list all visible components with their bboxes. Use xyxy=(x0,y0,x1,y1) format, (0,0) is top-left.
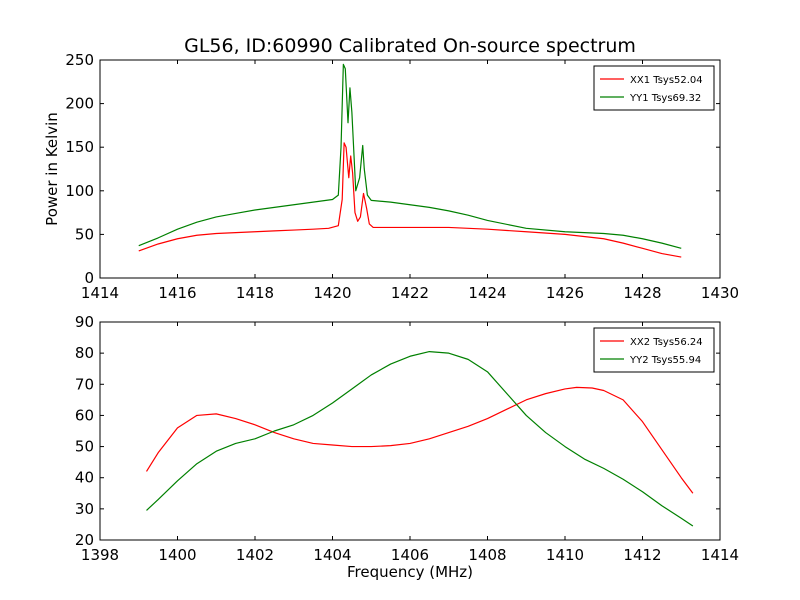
y-axis-label: Power in Kelvin xyxy=(43,112,61,226)
x-tick-label: 1426 xyxy=(546,284,584,302)
y-tick-label: 20 xyxy=(75,531,94,549)
y-tick-label: 250 xyxy=(65,51,94,69)
x-tick-label: 1418 xyxy=(236,284,274,302)
x-tick-label: 1408 xyxy=(468,546,506,564)
legend: XX1 Tsys52.04 YY1 Tsys69.32 xyxy=(593,65,715,111)
series-line-2 xyxy=(138,63,682,249)
x-tick-label: 1412 xyxy=(623,546,661,564)
x-tick-label: 1404 xyxy=(313,546,351,564)
x-tick-label: 1416 xyxy=(158,284,196,302)
y-tick-label: 100 xyxy=(65,182,94,200)
legend-entry: YY2 Tsys55.94 xyxy=(629,355,701,366)
legend-entry: XX2 Tsys56.24 xyxy=(630,337,703,348)
y-tick-label: 150 xyxy=(65,138,94,156)
y-tick-label: 60 xyxy=(75,406,94,424)
x-tick-label: 1406 xyxy=(391,546,429,564)
series-line-1 xyxy=(145,386,694,494)
x-tick-label: 1414 xyxy=(701,546,739,564)
legend: XX2 Tsys56.24 YY2 Tsys55.94 xyxy=(593,327,715,373)
x-tick-label: 1400 xyxy=(158,546,196,564)
top-plot: 1414 1416 1418 1420 1422 1424 1426 1428 1430 0 50 1… xyxy=(43,51,739,302)
legend-entry: XX1 Tsys52.04 xyxy=(630,75,703,86)
y-tick-label: 90 xyxy=(75,313,94,331)
x-tick-label: 1414 xyxy=(81,284,119,302)
x-tick-label: 1420 xyxy=(313,284,351,302)
series-line-1 xyxy=(138,142,682,258)
y-tick-label: 50 xyxy=(75,225,94,243)
x-tick-label: 1422 xyxy=(391,284,429,302)
figure-title: GL56, ID:60990 Calibrated On-source spec… xyxy=(184,35,636,57)
x-axis-label: Frequency (MHz) xyxy=(347,563,473,581)
series-line-2 xyxy=(146,350,694,527)
legend-box xyxy=(593,327,715,373)
x-tick-label: 1428 xyxy=(623,284,661,302)
bottom-plot: 1398 1400 1402 1404 1406 1408 1410 1412 1414 20 30… xyxy=(75,313,739,581)
y-tick-label: 80 xyxy=(75,344,94,362)
y-tick-label: 40 xyxy=(75,469,94,487)
y-tick-label: 0 xyxy=(84,269,94,287)
legend-box xyxy=(593,65,715,111)
x-tick-label: 1410 xyxy=(546,546,584,564)
x-tick-label: 1430 xyxy=(701,284,739,302)
y-tick-label: 30 xyxy=(75,500,94,518)
x-tick-label: 1402 xyxy=(236,546,274,564)
y-tick-label: 70 xyxy=(75,375,94,393)
legend-entry: YY1 Tsys69.32 xyxy=(629,93,701,104)
x-tick-label: 1398 xyxy=(81,546,119,564)
y-tick-label: 50 xyxy=(75,438,94,456)
y-tick-label: 200 xyxy=(65,95,94,113)
x-tick-label: 1424 xyxy=(468,284,506,302)
